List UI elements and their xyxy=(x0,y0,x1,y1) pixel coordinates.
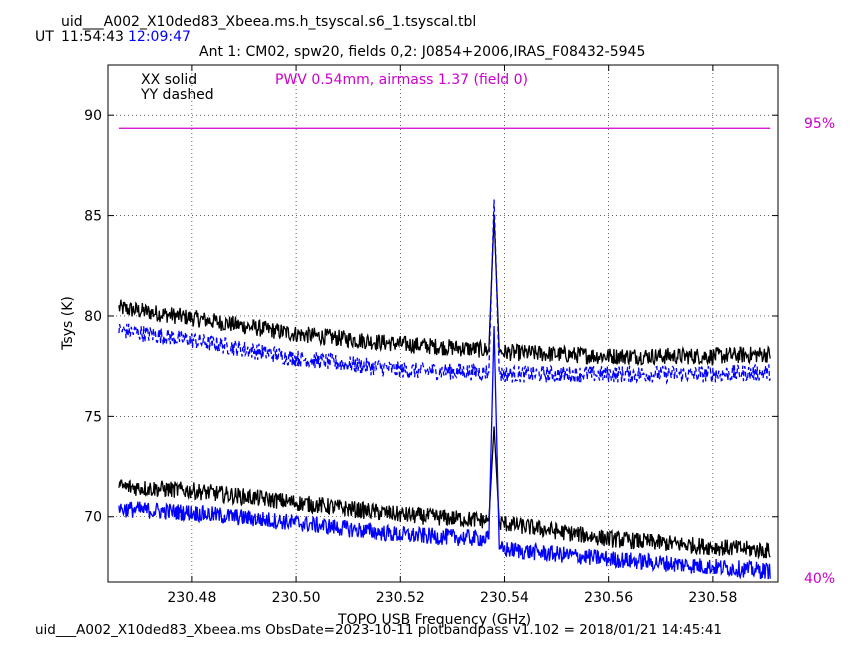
x-tick-label: 230.58 xyxy=(688,590,737,606)
chart-subtitle: Ant 1: CM02, spw20, fields 0,2: J0854+20… xyxy=(199,44,646,60)
y-tick-label: 70 xyxy=(84,510,102,526)
time-start: 11:54:43 xyxy=(61,29,124,45)
series-yy-line-3 xyxy=(118,325,771,580)
y-axis-label: Tsys (K) xyxy=(60,296,76,351)
right-axis-bottom-label: 40% xyxy=(804,571,835,587)
series-xx-line-2 xyxy=(118,426,771,560)
footer-text: uid___A002_X10ded83_Xbeea.ms ObsDate=202… xyxy=(35,622,723,638)
x-tick-label: 230.54 xyxy=(480,590,529,606)
ut-label: UT xyxy=(35,29,54,45)
legend-yy: YY dashed xyxy=(141,87,214,103)
y-tick-label: 90 xyxy=(84,108,102,124)
y-tick-label: 80 xyxy=(84,309,102,325)
tick-layer: 230.48 230.50 230.52 230.54 230.56 230.58 70 75… xyxy=(84,65,778,606)
y-tick-label: 75 xyxy=(84,409,102,425)
x-tick-label: 230.48 xyxy=(167,590,216,606)
series-yy-line-1 xyxy=(118,199,771,385)
chart-title: uid___A002_X10ded83_Xbeea.ms.h_tsyscal.s… xyxy=(61,14,477,30)
legend-pwv: PWV 0.54mm, airmass 1.37 (field 0) xyxy=(275,72,529,88)
x-tick-label: 230.50 xyxy=(272,590,321,606)
series-layer xyxy=(118,127,771,580)
y-tick-label: 85 xyxy=(84,209,102,225)
x-tick-label: 230.52 xyxy=(376,590,425,606)
x-tick-label: 230.56 xyxy=(584,590,633,606)
right-axis-top-label: 95% xyxy=(804,116,835,132)
legend-xx: XX solid xyxy=(141,72,198,88)
x-axis-label: TOPO USB Frequency (GHz) xyxy=(337,612,531,628)
series-xx-line-0 xyxy=(118,215,771,367)
plot-frame xyxy=(107,64,779,583)
time-end: 12:09:47 xyxy=(128,29,191,45)
